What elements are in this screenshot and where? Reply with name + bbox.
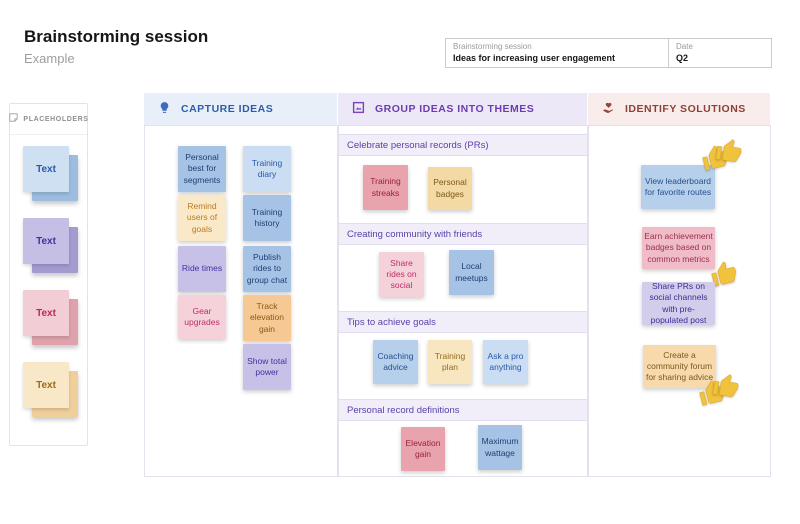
sticky-note[interactable]: View leaderboard for favorite routes (641, 139, 742, 209)
thumbs-up-reactions[interactable] (702, 139, 742, 171)
placeholders-header: PLACEHOLDERS (8, 104, 89, 135)
sticky-note[interactable]: Coaching advice (373, 340, 418, 384)
sticky-note[interactable]: Share rides on social (379, 252, 424, 297)
lightbulb-icon (158, 101, 171, 117)
sticky-note[interactable]: Remind users of goals (178, 195, 226, 241)
placeholders-title: PLACEHOLDERS (23, 115, 89, 123)
column-body-group-ideas: Celebrate personal records (PRs) Training… (338, 125, 588, 477)
info-table-value[interactable]: Q2 (676, 53, 689, 63)
page-subtitle: Example (24, 51, 75, 66)
sticky-note[interactable]: Training streaks (363, 165, 408, 210)
theme-section-title: Celebrate personal records (PRs) (339, 134, 587, 156)
column-title: GROUP IDEAS INTO THEMES (375, 103, 535, 115)
column-title: IDENTIFY SOLUTIONS (625, 103, 746, 115)
info-table-cell[interactable]: Date Q2 (669, 39, 771, 67)
sticky-note[interactable]: Training diary (243, 146, 291, 192)
sticky-note[interactable]: Training history (243, 195, 291, 241)
info-table-label: Brainstorming session (453, 42, 532, 51)
sticky-note[interactable]: Ride times (178, 246, 226, 292)
theme-section-title: Creating community with friends (339, 223, 587, 245)
theme-section-title: Tips to achieve goals (339, 311, 587, 333)
sticky-note[interactable]: Elevation gain (401, 427, 445, 471)
sticky-note[interactable]: Gear upgrades (178, 295, 226, 339)
hand-heart-icon (602, 101, 615, 117)
board: CAPTURE IDEAS Personal best for segments… (144, 93, 771, 477)
column-header-identify-solutions: IDENTIFY SOLUTIONS (588, 93, 770, 125)
thumbs-up-reactions[interactable] (699, 374, 739, 406)
frame-image-icon (352, 101, 365, 117)
column-title: CAPTURE IDEAS (181, 103, 274, 115)
sticky-note-icon (8, 110, 19, 128)
page-title: Brainstorming session (24, 27, 209, 46)
sticky-note[interactable]: Earn achievement badges based on common … (642, 227, 736, 287)
theme-section-title: Personal record definitions (339, 399, 587, 421)
sticky-stack-front[interactable]: Text (23, 290, 69, 336)
info-table-cell[interactable]: Brainstorming session Ideas for increasin… (446, 39, 669, 67)
column-body-identify-solutions: View leaderboard for favorite routes Earn… (588, 125, 771, 477)
column-header-capture-ideas: CAPTURE IDEAS (144, 93, 337, 125)
sticky-stack-front[interactable]: Text (23, 218, 69, 264)
column-body-capture-ideas: Personal best for segments Training diary… (144, 125, 338, 477)
sticky-note[interactable]: Personal badges (428, 167, 472, 210)
sticky-stack-front[interactable]: Text (23, 146, 69, 192)
sticky-note[interactable]: Publish rides to group chat (243, 246, 291, 292)
column-identify-solutions: IDENTIFY SOLUTIONS View leaderboard for … (588, 93, 771, 477)
placeholder-sticky-stack[interactable]: Text (23, 146, 78, 201)
info-table: Brainstorming session Ideas for increasin… (445, 38, 772, 68)
sticky-note[interactable]: Training plan (428, 340, 472, 384)
sticky-note[interactable]: Show total power (243, 344, 291, 390)
sticky-note[interactable]: Share PRs on social channels with pre-po… (642, 281, 715, 325)
column-group-ideas: GROUP IDEAS INTO THEMES Celebrate person… (338, 93, 588, 477)
placeholder-sticky-stack[interactable]: Text (23, 218, 78, 273)
column-header-group-ideas: GROUP IDEAS INTO THEMES (338, 93, 587, 125)
sticky-note[interactable]: Maximum wattage (478, 425, 522, 470)
column-capture-ideas: CAPTURE IDEAS Personal best for segments… (144, 93, 338, 477)
placeholder-sticky-stack[interactable]: Text (23, 362, 78, 417)
sticky-note[interactable]: Ask a pro anything (483, 340, 528, 384)
info-table-value[interactable]: Ideas for increasing user engagement (453, 53, 616, 63)
sticky-note[interactable]: Track elevation gain (243, 295, 291, 341)
sticky-note[interactable]: Create a community forum for sharing adv… (643, 345, 739, 406)
info-table-label: Date (676, 42, 693, 51)
sticky-note[interactable]: Local meetups (449, 250, 494, 295)
sticky-stack-front[interactable]: Text (23, 362, 69, 408)
placeholder-sticky-stack[interactable]: Text (23, 290, 78, 345)
placeholders-panel: PLACEHOLDERS Text Text Text Text (9, 103, 88, 446)
sticky-note[interactable]: Personal best for segments (178, 146, 226, 192)
